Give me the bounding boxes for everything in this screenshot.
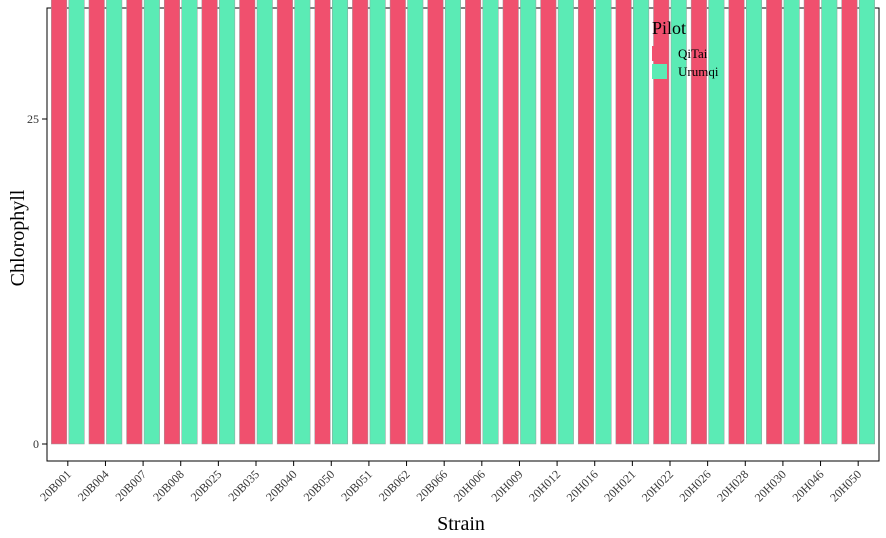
x-tick-label: 20H012: [526, 467, 563, 504]
bar-urumqi: [633, 0, 650, 445]
bar-urumqi: [595, 0, 612, 445]
bar-urumqi: [256, 0, 273, 445]
bar-qitai: [276, 0, 293, 445]
x-tick-label: 20H009: [488, 467, 525, 504]
x-tick-label: 20B004: [75, 467, 112, 504]
bar-urumqi: [143, 0, 160, 445]
bar-urumqi: [294, 0, 311, 445]
x-tick-label: 20B040: [263, 467, 300, 504]
bar-qitai: [615, 0, 632, 445]
x-tick-label: 20B025: [188, 467, 225, 504]
bar-qitai: [653, 0, 670, 445]
x-tick-label: 20B066: [414, 467, 451, 504]
bar-urumqi: [858, 0, 875, 445]
y-tick-label: 0: [33, 437, 39, 451]
plot-border: [46, 7, 880, 462]
x-axis-title: Strain: [437, 513, 485, 535]
bar-qitai: [163, 0, 180, 445]
x-tick-label: 20H046: [789, 467, 826, 504]
bar-urumqi: [181, 0, 198, 445]
bar-urumqi: [821, 0, 838, 445]
x-tick-label: 20B051: [338, 467, 375, 504]
x-tick-label: 20H022: [639, 467, 676, 504]
legend-title: Pilot: [652, 18, 686, 38]
bar-urumqi: [332, 0, 349, 445]
legend: Pilot QiTai Urumqi: [652, 18, 719, 79]
x-tick-label: 20H016: [564, 467, 601, 504]
y-tick-label: 25: [27, 112, 39, 126]
bar-urumqi: [219, 0, 236, 445]
bar-qitai: [577, 0, 594, 445]
bar-qitai: [766, 0, 783, 445]
bar-urumqi: [557, 0, 574, 445]
legend-swatch-qitai: [652, 46, 667, 61]
bar-qitai: [314, 0, 331, 445]
x-tick-label: 20H021: [601, 467, 638, 504]
legend-label-urumqi: Urumqi: [678, 64, 719, 79]
y-axis: 0255075: [27, 112, 47, 451]
bar-qitai: [352, 0, 369, 445]
bar-urumqi: [520, 0, 537, 445]
bar-urumqi: [444, 0, 461, 445]
x-tick-label: 20H050: [827, 467, 864, 504]
bar-urumqi: [670, 0, 687, 445]
bar-qitai: [502, 0, 519, 445]
bar-urumqi: [68, 0, 85, 445]
bar-qitai: [540, 0, 557, 445]
x-tick-label: 20H030: [752, 467, 789, 504]
x-tick-label: 20H026: [677, 467, 714, 504]
x-tick-label: 20B050: [301, 467, 338, 504]
x-tick-label: 20B008: [150, 467, 187, 504]
bar-qitai: [427, 0, 444, 445]
bar-urumqi: [369, 0, 386, 445]
x-tick-label: 20B035: [225, 467, 262, 504]
legend-label-qitai: QiTai: [678, 46, 708, 61]
bar-urumqi: [708, 0, 725, 445]
bar-qitai: [803, 0, 820, 445]
bar-urumqi: [482, 0, 499, 445]
bar-qitai: [239, 0, 256, 445]
y-axis-title: Chlorophyll: [7, 189, 29, 286]
bar-urumqi: [407, 0, 424, 445]
bar-urumqi: [746, 0, 763, 445]
bar-qitai: [690, 0, 707, 445]
bar-qitai: [841, 0, 858, 445]
bar-qitai: [389, 0, 406, 445]
bar-qitai: [126, 0, 143, 445]
x-axis: 20B001 20B004 20B007 20B008 20B025 20B035 20B0…: [37, 461, 864, 504]
bar-qitai: [88, 0, 105, 445]
x-tick-label: 20H006: [451, 467, 488, 504]
x-tick-label: 20B062: [376, 467, 413, 504]
bar-urumqi: [106, 0, 123, 445]
x-tick-label: 20H028: [714, 467, 751, 504]
bar-qitai: [465, 0, 482, 445]
bar-qitai: [201, 0, 218, 445]
bar-qitai: [51, 0, 68, 445]
x-tick-label: 20B007: [112, 467, 149, 504]
x-tick-label: 20B001: [37, 467, 74, 504]
plot-area: [46, 7, 880, 462]
bars: [51, 0, 875, 445]
bar-qitai: [728, 0, 745, 445]
legend-swatch-urumqi: [652, 64, 667, 79]
bar-urumqi: [783, 0, 800, 445]
